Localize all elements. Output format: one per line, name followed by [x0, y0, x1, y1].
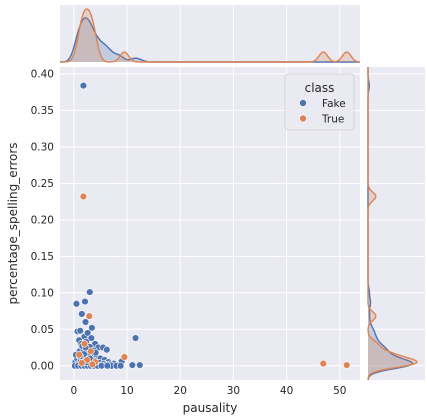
y-tick-label: 0.35	[31, 105, 54, 117]
y-tick-label: 0.00	[31, 361, 54, 373]
scatter-point-fake	[136, 361, 144, 369]
scatter-point-true	[85, 312, 93, 320]
scatter-point-true	[80, 340, 89, 348]
scatter-point-true	[88, 360, 97, 369]
kde-line-true	[60, 8, 361, 63]
kde-fill-fake	[60, 17, 360, 62]
top-marginal-grid	[73, 5, 341, 62]
x-tick-labels: 0 10 20 30 40 50	[70, 385, 346, 397]
scatter-point-fake	[83, 329, 92, 337]
scatter-points	[71, 81, 351, 370]
scatter-point-true	[343, 361, 351, 369]
y-tick-label: 0.15	[31, 251, 54, 263]
scatter-point-fake	[81, 318, 90, 326]
scatter-point-true	[75, 351, 83, 359]
main-grid	[60, 67, 360, 380]
top-marginal-kde	[59, 8, 361, 63]
scatter-point-true	[87, 347, 95, 355]
kde-fill-true	[60, 9, 360, 62]
x-tick-label: 30	[227, 385, 240, 397]
y-axis-label: percentage_spelling_errors	[6, 142, 20, 304]
legend-title: class	[305, 81, 335, 95]
scatter-point-true	[78, 359, 86, 367]
scatter-point-fake	[86, 288, 94, 296]
x-tick-label: 0	[70, 385, 77, 397]
scatter-point-true	[79, 192, 88, 201]
x-tick-label: 10	[120, 385, 133, 397]
y-tick-label: 0.20	[31, 215, 54, 227]
y-tick-label: 0.10	[31, 288, 54, 300]
scatter-point-fake	[103, 362, 112, 370]
right-marginal-area	[368, 67, 425, 380]
y-tick-label: 0.40	[31, 69, 54, 81]
scatter-point-fake	[78, 310, 86, 318]
scatter-point-true	[319, 359, 327, 368]
x-tick-label: 20	[174, 385, 187, 397]
scatter-point-fake	[128, 361, 137, 369]
legend: class Fake True	[284, 73, 355, 131]
legend-marker-fake	[299, 99, 307, 107]
scatter-point-fake	[72, 300, 81, 308]
top-marginal-area	[60, 5, 360, 62]
scatter-point-fake	[81, 297, 89, 306]
legend-label-fake: Fake	[322, 98, 346, 110]
right-marginal-kde	[367, 67, 418, 381]
y-tick-label: 0.30	[31, 142, 54, 154]
y-tick-label: 0.25	[31, 178, 54, 190]
scatter-point-fake	[88, 324, 96, 332]
x-tick-label: 50	[333, 385, 346, 397]
scatter-point-fake	[87, 334, 96, 342]
legend-label-true: True	[321, 114, 344, 126]
kde-fill-true	[368, 67, 417, 380]
legend-marker-true	[299, 114, 307, 123]
kde-fill-fake	[368, 67, 413, 380]
kde-line-true	[367, 67, 418, 381]
y-tick-label: 0.05	[31, 324, 54, 336]
scatter-point-fake	[131, 334, 140, 342]
y-tick-labels: 0.00 0.05 0.10 0.15 0.20 0.25 0.30 0.35 0.40	[31, 69, 54, 373]
x-axis-label: pausality	[183, 401, 238, 415]
scatter-point-true	[120, 353, 129, 361]
scatter-point-fake	[116, 362, 125, 370]
scatter-point-fake	[76, 327, 84, 335]
scatter-point-fake	[79, 81, 88, 90]
scatter-point-fake	[103, 346, 111, 354]
x-tick-label: 40	[280, 385, 293, 397]
right-marginal-grid	[368, 73, 425, 367]
